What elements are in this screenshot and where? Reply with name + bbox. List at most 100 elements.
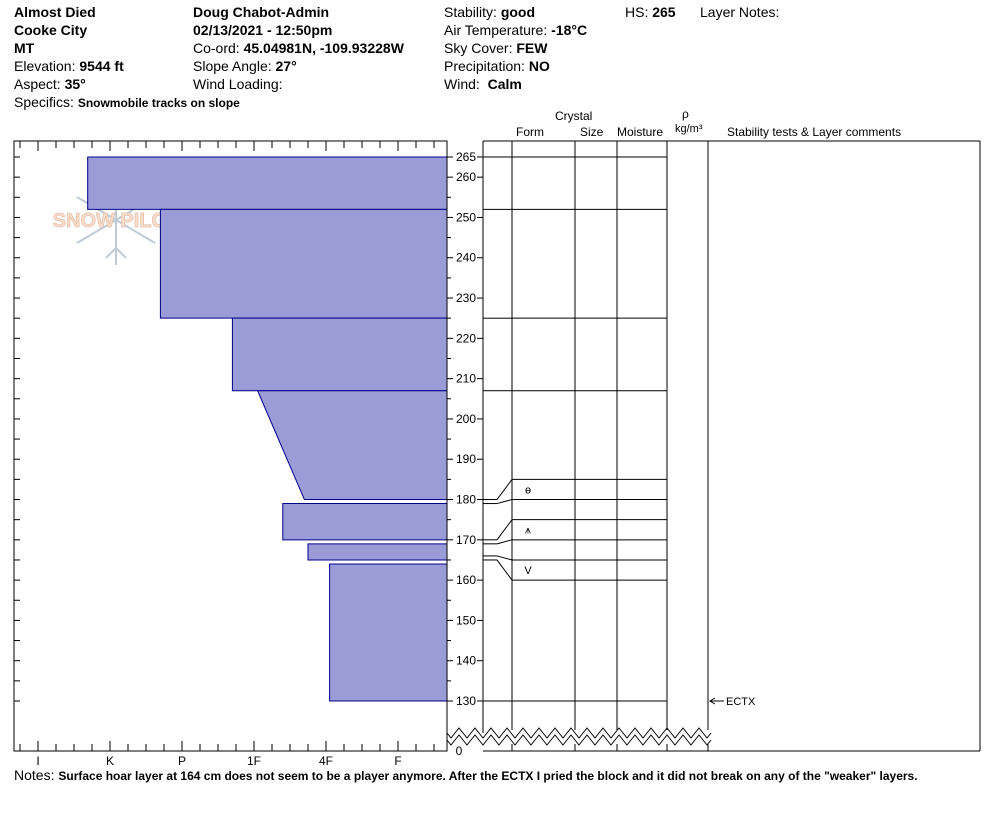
hardness-bar-1 [159, 208, 448, 319]
sky-value: FEW [516, 40, 548, 56]
height-tick-label: 160 [456, 573, 476, 587]
hs-field: HS: 265 [625, 4, 676, 20]
coord-field: Co-ord: 45.04981N, -109.93228W [193, 40, 404, 56]
specifics-field: Specifics: Snowmobile tracks on slope [14, 94, 240, 111]
hardness-bar-0 [87, 156, 448, 210]
coord-value: 45.04981N, -109.93228W [243, 40, 404, 56]
aspect-value: 35° [64, 76, 86, 92]
hardness-bar-3 [256, 390, 448, 501]
notes-text: Surface hoar layer at 164 cm does not se… [58, 769, 918, 783]
layer-connector [496, 539, 513, 545]
hardness-bar-5 [307, 543, 448, 561]
height-tick-label: 230 [456, 291, 476, 305]
hardness-tick-label: F [394, 754, 401, 768]
form-header: Form [516, 125, 544, 139]
notes-label: Notes: [14, 767, 55, 783]
height-tick-label: 240 [456, 251, 476, 265]
layer-notes-label: Layer Notes: [700, 4, 780, 20]
height-tick-label: 130 [456, 694, 476, 708]
stability-test-arrowhead [709, 697, 716, 705]
stability-field: Stability: good [444, 4, 535, 20]
height-tick-label: 150 [456, 613, 476, 627]
specifics-label: Specifics: [14, 94, 74, 110]
wind-value: Calm [487, 76, 522, 92]
layer-connector [496, 559, 513, 581]
height-tick-label: 210 [456, 372, 476, 386]
height-tick-label: 180 [456, 493, 476, 507]
precip-field: Precipitation: NO [444, 58, 550, 74]
hs-label: HS: [625, 4, 649, 20]
layer-connector [496, 555, 513, 561]
hardness-bar-2 [231, 317, 448, 392]
height-tick-label: 265 [456, 150, 476, 164]
layer-table: ɵ ⩚ V ECTX [483, 140, 981, 752]
layer-connector [496, 479, 513, 500]
slope-value: 27° [275, 58, 297, 74]
coord-label: Co-ord: [193, 40, 240, 56]
hardness-tick-label: 1F [247, 754, 261, 768]
height-tick-label: 190 [456, 452, 476, 466]
hardness-tick-label: K [106, 754, 114, 768]
air-temp-field: Air Temperature: -18°C [444, 22, 587, 38]
elevation-label: Elevation: [14, 58, 76, 74]
crystal-header: Crystal [555, 109, 593, 123]
city: Cooke City [14, 22, 88, 38]
aspect-label: Aspect: [14, 76, 61, 92]
slope-label: Slope Angle: [193, 58, 272, 74]
snowpilot-logo: SNOW PILOT [52, 175, 180, 265]
axis-break [446, 727, 712, 739]
hardness-profile [87, 156, 448, 702]
wind-field: Wind: Calm [444, 76, 522, 92]
density-unit-header: kg/m³ [675, 123, 703, 135]
hardness-tick-label: I [36, 754, 39, 768]
rho-header: ρ [682, 107, 689, 121]
height-tick-label: 260 [456, 170, 476, 184]
layer-connector [496, 519, 513, 541]
height-tick-label: 170 [456, 533, 476, 547]
air-temp-label: Air Temperature: [444, 22, 548, 38]
aspect-field: Aspect: 35° [14, 76, 86, 92]
stability-label: Stability: [444, 4, 497, 20]
crystal-form-symbol: V [524, 565, 532, 577]
specifics-value: Snowmobile tracks on slope [77, 96, 240, 110]
height-axis: 130 140 150 160 170 180 190 200 210 220 230 240 250 2… [446, 141, 712, 758]
hardness-axis: I K P 1F 4F F [14, 141, 435, 768]
height-tick-label: 220 [456, 331, 476, 345]
notes-field: Notes: Surface hoar layer at 164 cm does… [14, 767, 918, 784]
height-tick-label: 200 [456, 412, 476, 426]
precip-value: NO [528, 58, 550, 74]
size-header: Size [580, 125, 604, 139]
elevation-value: 9544 ft [79, 58, 124, 74]
layer-connector [496, 499, 513, 505]
crystal-form-symbol: ⩚ [525, 525, 531, 537]
observer: Doug Chabot-Admin [193, 4, 330, 20]
axis-break [446, 734, 712, 746]
wind-label: Wind: [444, 76, 480, 92]
sky-label: Sky Cover: [444, 40, 513, 56]
height-tick-label: 140 [456, 654, 476, 668]
height-tick-label: 250 [456, 210, 476, 224]
elevation-field: Elevation: 9544 ft [14, 58, 124, 74]
sky-field: Sky Cover: FEW [444, 40, 547, 56]
state: MT [14, 40, 35, 56]
stability-value: good [500, 4, 536, 20]
wind-loading-label: Wind Loading: [193, 76, 283, 92]
precip-label: Precipitation: [444, 58, 525, 74]
hardness-tick-label: 4F [319, 754, 333, 768]
moisture-header: Moisture [617, 125, 664, 139]
date-time: 02/13/2021 - 12:50pm [193, 22, 333, 38]
hardness-bar-4 [282, 503, 448, 541]
site-name: Almost Died [14, 4, 96, 20]
hs-value: 265 [652, 4, 676, 20]
logo-text: SNOW PILOT [53, 210, 180, 232]
crystal-form-symbol: ɵ [525, 484, 531, 496]
stability-test-label: ECTX [726, 696, 756, 708]
hardness-bar-6 [329, 563, 448, 702]
hardness-plot-frame [13, 140, 448, 752]
stability-tests-header: Stability tests & Layer comments [727, 125, 902, 139]
hardness-tick-label: P [178, 754, 186, 768]
air-temp-value: -18°C [551, 22, 588, 38]
slope-field: Slope Angle: 27° [193, 58, 297, 74]
height-zero-label: 0 [456, 744, 463, 758]
